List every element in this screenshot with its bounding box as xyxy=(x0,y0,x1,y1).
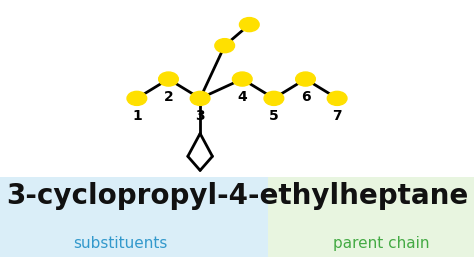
Ellipse shape xyxy=(296,72,315,86)
Text: parent chain: parent chain xyxy=(333,236,429,251)
Ellipse shape xyxy=(239,17,259,32)
Bar xyxy=(268,177,474,257)
Text: 3-cyclopropyl-4-ethylheptane: 3-cyclopropyl-4-ethylheptane xyxy=(6,182,468,210)
Ellipse shape xyxy=(327,91,347,105)
Text: 6: 6 xyxy=(301,90,310,104)
Bar xyxy=(0,177,268,257)
Text: 7: 7 xyxy=(332,109,342,123)
Text: 5: 5 xyxy=(269,109,279,123)
Ellipse shape xyxy=(159,72,178,86)
Text: 4: 4 xyxy=(237,90,247,104)
Ellipse shape xyxy=(264,91,284,105)
Ellipse shape xyxy=(127,91,147,105)
Ellipse shape xyxy=(215,39,235,53)
Text: 1: 1 xyxy=(132,109,142,123)
Ellipse shape xyxy=(232,72,252,86)
Text: substituents: substituents xyxy=(73,236,168,251)
Text: 2: 2 xyxy=(164,90,173,104)
Ellipse shape xyxy=(190,91,210,105)
Text: 3: 3 xyxy=(195,109,205,123)
